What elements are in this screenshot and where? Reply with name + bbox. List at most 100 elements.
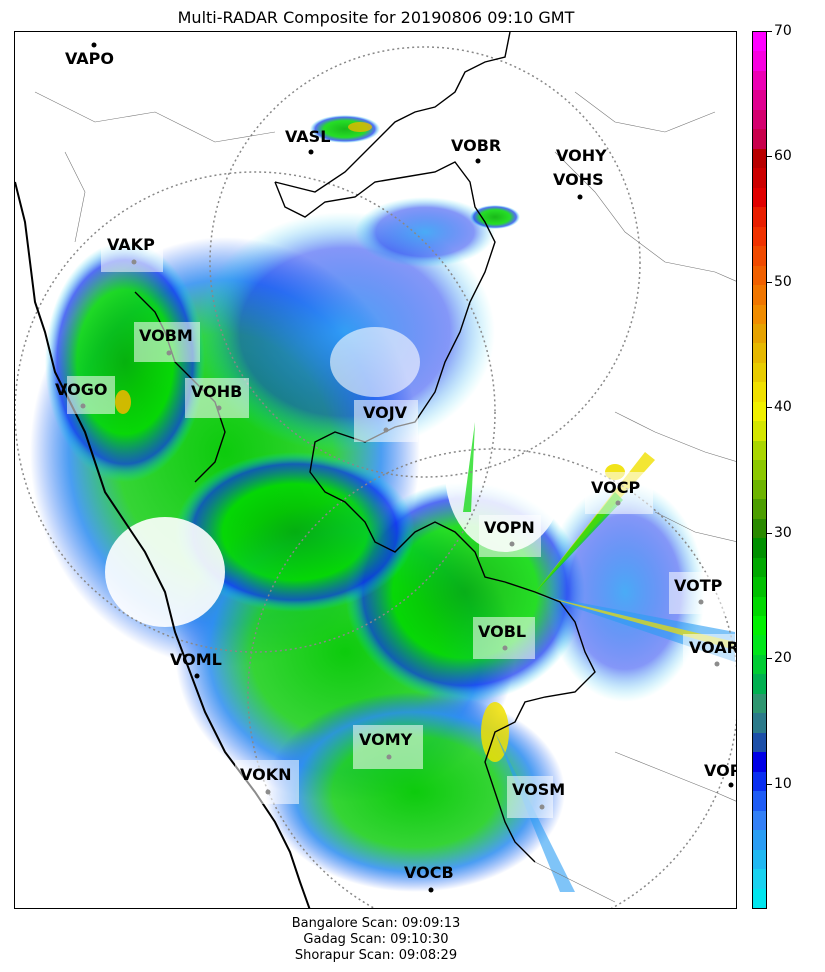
colorbar-segment	[753, 693, 766, 714]
station-highlight-vopn	[479, 515, 541, 557]
colorbar-segment	[753, 849, 766, 870]
colorbar-segment	[753, 187, 766, 208]
colorbar-segment	[753, 401, 766, 422]
station-highlight-vojv	[354, 400, 418, 442]
colorbar-tick-label: 50	[774, 273, 792, 290]
footer-bangalore-scan: Bangalore Scan: 09:09:13	[291, 916, 461, 931]
colorbar-segment	[753, 557, 766, 578]
colorbar-segment	[753, 732, 766, 753]
colorbar-segment	[753, 479, 766, 500]
colorbar-segment	[753, 323, 766, 344]
station-highlight-votp	[669, 572, 727, 614]
district-boundaries	[34, 91, 736, 903]
station-highlight-vosm	[507, 776, 553, 818]
range-rings	[15, 46, 736, 908]
station-label-vakp: VAKP	[107, 235, 155, 254]
station-label-vocb: VOCB	[404, 863, 454, 882]
colorbar-segment	[753, 89, 766, 110]
colorbar-segment	[753, 537, 766, 558]
colorbar-segment	[753, 109, 766, 130]
station-highlight-vakp	[101, 232, 163, 272]
colorbar-segment	[753, 868, 766, 889]
station-label-vapo: VAPO	[65, 49, 115, 68]
colorbar-tick-label: 70	[774, 23, 792, 39]
station-label-vopc: VOPC	[704, 761, 736, 780]
colorbar-segment	[753, 226, 766, 247]
colorbar-segment	[753, 381, 766, 402]
colorbar-segment	[753, 206, 766, 227]
colorbar-segment	[753, 712, 766, 733]
station-label-vobr: VOBR	[451, 136, 502, 155]
colorbar-tick-label: 10	[774, 775, 792, 792]
station-label-vogo: VOGO	[55, 380, 108, 399]
colorbar-segment	[753, 790, 766, 811]
colorbar-tick-label: 30	[774, 524, 792, 541]
colorbar-segment	[753, 771, 766, 792]
station-label-voar: VOAR	[689, 638, 737, 657]
colorbar-tick	[767, 532, 772, 534]
radar-map[interactable]: VAPO VASL VOBR VOHY VOHS VAKP VOBM VOGO …	[14, 31, 737, 909]
station-highlight-vogo	[67, 376, 115, 414]
colorbar-segment	[753, 284, 766, 305]
colorbar-tick	[767, 658, 772, 660]
radar-echo-layer	[30, 115, 735, 892]
station-highlight-vomy	[353, 725, 423, 769]
station-highlight-vokn	[235, 760, 299, 804]
coastline	[15, 181, 311, 908]
station-label-vohs: VOHS	[553, 170, 604, 189]
station-label-vasl: VASL	[285, 127, 331, 146]
station-highlight-vobm	[134, 322, 200, 362]
station-highlight-voar	[683, 634, 736, 676]
colorbar-segment	[753, 810, 766, 831]
station-label-votp: VOTP	[674, 576, 723, 595]
colorbar-segment	[753, 596, 766, 616]
colorbar-segment	[753, 167, 766, 188]
colorbar-tick	[767, 156, 772, 158]
colorbar-segment	[753, 245, 766, 266]
colorbar-segment	[753, 615, 766, 636]
colorbar-segment	[753, 888, 766, 908]
colorbar-segment	[753, 518, 766, 539]
station-label-vomy: VOMY	[359, 730, 413, 749]
station-label-vobl: VOBL	[478, 622, 527, 641]
station-label-vosm: VOSM	[512, 780, 566, 799]
colorbar-segment	[753, 128, 766, 149]
station-label-vopn: VOPN	[484, 518, 535, 537]
station-label-voml: VOML	[170, 650, 222, 669]
colorbar-segment	[753, 32, 766, 52]
station-label-vokn: VOKN	[240, 765, 292, 784]
station-label-vohy: VOHY	[556, 146, 607, 165]
colorbar-segment	[753, 342, 766, 363]
colorbar-segment	[753, 440, 766, 461]
station-highlight-vocp	[585, 472, 653, 514]
colorbar-tick	[767, 281, 772, 283]
colorbar-segment	[753, 420, 766, 441]
colorbar-segment	[753, 673, 766, 694]
colorbar-tick	[767, 407, 772, 409]
radar-map-canvas	[15, 32, 736, 908]
colorbar-segment	[753, 498, 766, 519]
colorbar-segment	[753, 459, 766, 480]
colorbar-segment	[753, 751, 766, 772]
station-label-vocp: VOCP	[591, 478, 641, 497]
colorbar-tick	[767, 783, 772, 785]
footer-shorapur-scan: Shorapur Scan: 09:08:29	[294, 948, 458, 963]
colorbar-tick-label: 60	[774, 148, 792, 165]
station-label-vohb: VOHB	[191, 382, 243, 401]
colorbar-segment	[753, 70, 766, 91]
colorbar-segment	[753, 576, 766, 597]
colorbar-segment	[753, 50, 766, 71]
footer-gadag-scan: Gadag Scan: 09:10:30	[303, 932, 449, 947]
station-highlight-vobl	[473, 617, 535, 659]
colorbar-tick	[767, 31, 772, 32]
colorbar-segment	[753, 304, 766, 324]
reflectivity-colorbar	[752, 31, 767, 909]
colorbar-segment	[753, 265, 766, 286]
colorbar-segment	[753, 634, 766, 655]
colorbar-segment	[753, 829, 766, 850]
colorbar-segment	[753, 654, 766, 675]
colorbar-segment	[753, 362, 766, 383]
colorbar-segment	[753, 148, 766, 169]
map-title: Multi-RADAR Composite for 20190806 09:10…	[177, 8, 575, 27]
station-label-vobm: VOBM	[139, 326, 193, 345]
